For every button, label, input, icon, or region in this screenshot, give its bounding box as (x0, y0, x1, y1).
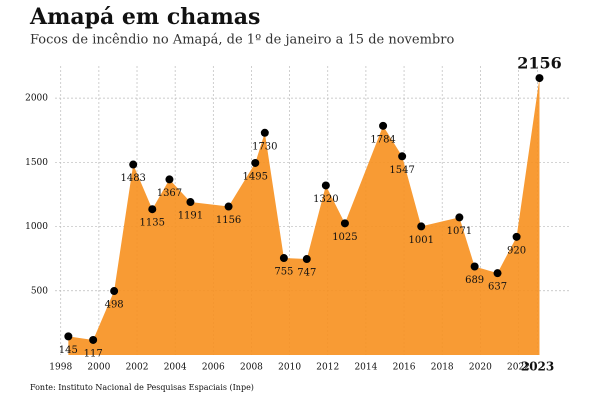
point (379, 121, 388, 130)
y-tick-label: 500 (31, 286, 48, 296)
x-tick-label: 2008 (240, 363, 263, 373)
data-label: 145 (59, 345, 78, 356)
x-tick-label: 2018 (431, 363, 454, 373)
data-label: 1730 (252, 141, 277, 152)
source: Fonte: Instituto Nacional de Pesquisas E… (30, 383, 254, 392)
x-tick-label: 2002 (126, 363, 149, 373)
y-tick-label: 2000 (25, 94, 48, 104)
point (512, 232, 521, 241)
point (535, 74, 544, 83)
x-tick-label: 2012 (316, 363, 339, 373)
data-label: 755 (274, 267, 293, 278)
data-label: 1320 (313, 194, 338, 205)
data-label: 1547 (389, 165, 414, 176)
point (279, 254, 288, 263)
data-label: 1025 (332, 232, 357, 243)
point (398, 152, 407, 161)
data-label: 117 (84, 348, 103, 359)
point (165, 175, 174, 184)
point (417, 222, 426, 231)
point (129, 160, 138, 169)
x-tick-label: 2016 (393, 363, 416, 373)
point (251, 158, 260, 167)
x-tick-label: 2022 (507, 363, 530, 373)
data-label: 1367 (157, 188, 182, 199)
data-label: 1495 (243, 171, 268, 182)
point (89, 335, 98, 344)
x-tick-label: 2020 (469, 363, 492, 373)
data-label: 1191 (178, 211, 203, 222)
data-label: 1483 (120, 173, 145, 184)
point (110, 287, 119, 296)
data-label: 689 (465, 275, 484, 286)
data-label: 747 (297, 268, 316, 279)
point (260, 128, 269, 137)
chart-subtitle: Focos de incêndio no Amapá, de 1º de jan… (30, 33, 454, 48)
point (455, 213, 464, 222)
x-tick-label: 2000 (87, 363, 110, 373)
data-label: 1001 (408, 235, 433, 246)
data-label: 1135 (140, 218, 165, 229)
area (68, 78, 540, 355)
x-tick-label: 2006 (202, 363, 225, 373)
point (186, 198, 195, 207)
data-label: 637 (488, 282, 507, 293)
point (493, 269, 502, 278)
x-tick-label: 1998 (49, 363, 72, 373)
x-tick-label: 2014 (354, 363, 377, 373)
chart-title: Amapá em chamas (29, 4, 260, 30)
data-label: 2156 (517, 54, 562, 73)
x-tick-label: 2004 (164, 363, 187, 373)
point (224, 202, 233, 211)
point (470, 262, 479, 271)
data-label: 1071 (447, 226, 472, 237)
point (64, 332, 73, 341)
x-tick-label: 2010 (278, 363, 301, 373)
y-tick-label: 1500 (25, 158, 48, 168)
data-label: 1156 (216, 215, 241, 226)
data-label: 498 (105, 300, 124, 311)
y-tick-label: 1000 (25, 222, 48, 232)
point (321, 181, 330, 190)
point (302, 255, 311, 264)
point (148, 205, 157, 214)
x-tick-label: 2023 (521, 360, 554, 374)
data-label: 920 (507, 245, 526, 256)
data-label: 1784 (370, 134, 395, 145)
point (340, 219, 349, 228)
